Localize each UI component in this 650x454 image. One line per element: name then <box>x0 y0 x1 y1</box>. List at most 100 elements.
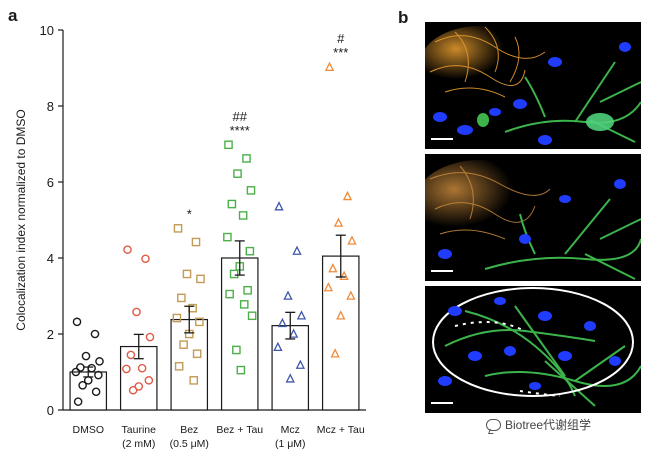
data-point <box>90 329 100 339</box>
x-tick-label: DMSO <box>73 424 105 436</box>
data-point <box>141 254 150 264</box>
data-point <box>78 380 87 390</box>
chat-bubble-icon <box>486 418 501 431</box>
x-tick-label: Mcz + Tau <box>317 424 365 436</box>
scale-bar <box>431 138 453 140</box>
data-point <box>246 186 256 195</box>
micrograph-colocalization <box>425 286 641 413</box>
bar <box>170 318 209 411</box>
data-point <box>296 310 307 320</box>
data-point <box>95 357 104 366</box>
data-point <box>87 363 96 373</box>
y-tick-label: 8 <box>47 99 54 114</box>
data-point <box>91 387 101 397</box>
data-point <box>72 317 82 327</box>
data-point <box>123 245 132 254</box>
data-point <box>283 290 293 300</box>
data-point <box>191 237 201 247</box>
y-tick-label: 4 <box>47 251 54 266</box>
data-point <box>229 269 239 279</box>
data-point <box>76 363 85 372</box>
data-point <box>177 293 186 303</box>
data-point <box>223 232 232 242</box>
data-point <box>236 365 246 375</box>
data-point <box>173 224 183 233</box>
data-point <box>292 245 302 255</box>
data-point <box>73 397 83 406</box>
data-point <box>224 140 233 150</box>
data-point <box>128 385 138 395</box>
data-point <box>189 376 199 385</box>
data-point <box>339 270 349 280</box>
data-point <box>71 367 81 377</box>
data-point <box>132 307 141 317</box>
data-point <box>137 363 147 373</box>
x-tick-label: Taurine <box>122 424 157 436</box>
data-point <box>174 362 184 371</box>
x-tick-sublabel: (0.5 μM) <box>170 438 209 450</box>
data-point <box>225 289 234 299</box>
data-point <box>245 246 255 256</box>
data-point <box>126 350 136 360</box>
data-point <box>233 169 242 178</box>
data-point <box>336 310 346 320</box>
bar <box>220 257 259 411</box>
x-tick-label: Bez <box>180 424 198 436</box>
data-point <box>239 300 249 309</box>
panel-label-b: b <box>398 8 409 27</box>
y-tick-label: 10 <box>40 23 54 38</box>
data-point <box>238 211 248 220</box>
x-tick-label: Bez + Tau <box>216 424 263 436</box>
y-tick-label: 0 <box>47 403 54 418</box>
data-point <box>134 382 144 391</box>
data-point <box>247 311 257 321</box>
data-point <box>295 359 306 369</box>
data-point <box>333 217 344 227</box>
data-point <box>274 201 284 211</box>
data-point <box>192 349 202 359</box>
significance-hash: ## <box>233 109 248 124</box>
watermark-text: Biotree代谢组学 <box>505 418 592 432</box>
scale-bar <box>431 402 453 404</box>
data-point <box>242 154 251 163</box>
micrograph-orange-green <box>425 154 641 281</box>
watermark: Biotree代谢组学 <box>486 416 591 433</box>
data-point <box>347 235 357 245</box>
y-tick-label: 6 <box>47 175 54 190</box>
data-point <box>182 269 192 279</box>
data-point <box>342 190 353 201</box>
y-axis-label: Colocalization index normalized to DMSO <box>14 109 28 330</box>
data-point <box>324 61 335 71</box>
x-tick-sublabel: (2 mM) <box>122 438 155 450</box>
data-point <box>288 328 299 338</box>
significance-stars: * <box>187 206 192 221</box>
significance-hash: # <box>337 31 345 46</box>
x-tick-label: Mcz <box>281 424 300 436</box>
data-point <box>81 351 91 361</box>
micrograph-overlay <box>425 22 641 149</box>
scale-bar <box>431 270 453 272</box>
data-point <box>122 364 131 374</box>
data-point <box>227 199 237 209</box>
data-point <box>273 341 283 352</box>
data-point <box>195 317 204 327</box>
data-point <box>172 313 182 323</box>
data-point <box>323 282 334 292</box>
x-tick-sublabel: (1 μM) <box>275 438 306 450</box>
data-point <box>285 373 295 383</box>
data-point <box>346 290 356 300</box>
data-point <box>179 340 188 349</box>
data-point <box>94 370 103 380</box>
y-tick-label: 2 <box>47 327 54 342</box>
data-point <box>145 332 155 342</box>
bar <box>119 345 158 411</box>
bar <box>321 255 360 411</box>
data-point <box>144 376 154 385</box>
data-point <box>328 263 338 273</box>
data-point <box>243 286 252 295</box>
data-point <box>277 317 288 328</box>
data-point <box>196 274 205 284</box>
panel-label-a: a <box>8 6 18 25</box>
data-point <box>330 348 340 358</box>
data-point <box>232 345 241 355</box>
